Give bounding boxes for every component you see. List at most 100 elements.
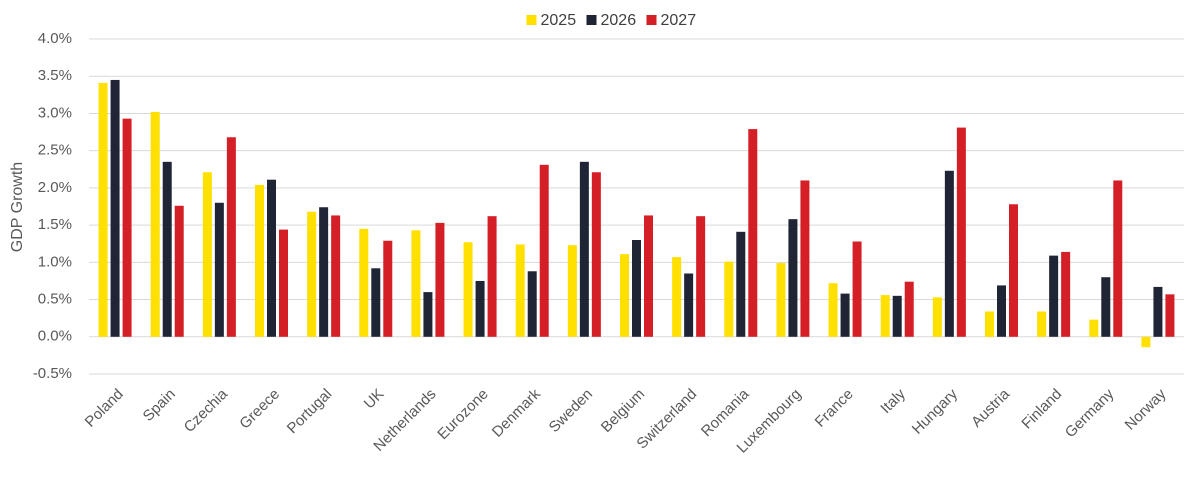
bar xyxy=(202,172,212,337)
bar xyxy=(162,161,172,337)
bar xyxy=(110,79,120,337)
x-tick-label: Denmark xyxy=(489,385,544,440)
bar xyxy=(620,254,629,337)
y-tick-label: 0.0% xyxy=(38,328,72,345)
bar xyxy=(788,219,798,337)
bar xyxy=(1061,251,1071,337)
bar xyxy=(776,263,786,337)
x-tick-label: Finland xyxy=(1018,386,1065,433)
bar xyxy=(696,216,706,337)
bar xyxy=(255,184,264,337)
legend-swatch xyxy=(646,15,657,25)
bar xyxy=(852,241,862,337)
y-tick-label: -0.5% xyxy=(33,365,72,382)
bar xyxy=(644,215,653,337)
bar xyxy=(932,297,942,337)
bar xyxy=(1049,255,1059,337)
y-tick-label: 0.5% xyxy=(38,291,72,308)
y-tick-label: 1.5% xyxy=(38,216,72,233)
x-tick-label: Belgium xyxy=(598,386,648,436)
bar xyxy=(956,127,966,337)
bar xyxy=(1101,277,1111,337)
bar xyxy=(985,311,994,337)
y-tick-label: 3.0% xyxy=(38,104,72,121)
bar xyxy=(1141,336,1151,348)
bar xyxy=(98,82,108,337)
bar xyxy=(724,261,734,337)
y-tick-label: 1.0% xyxy=(38,253,72,270)
bar xyxy=(1009,204,1018,337)
x-tick-label: Greece xyxy=(236,386,283,433)
x-tick-label: Romania xyxy=(698,385,753,440)
bar xyxy=(1113,180,1123,337)
bar xyxy=(840,293,850,337)
y-tick-label: 2.0% xyxy=(38,179,72,196)
bar xyxy=(150,111,160,337)
legend-label: 2025 xyxy=(541,12,577,29)
bar xyxy=(359,228,369,337)
bar xyxy=(423,292,433,337)
x-tick-label: Eurozone xyxy=(434,386,491,443)
bar xyxy=(267,179,276,337)
bar xyxy=(1089,319,1099,337)
bar xyxy=(684,273,694,337)
x-tick-label: Italy xyxy=(877,385,909,417)
bar xyxy=(487,216,497,337)
y-axis-title: GDP Growth xyxy=(9,162,26,252)
bar xyxy=(122,118,132,337)
x-tick-label: Austria xyxy=(968,385,1013,430)
legend-swatch xyxy=(526,15,537,25)
bar xyxy=(748,129,758,337)
bar xyxy=(579,161,589,337)
bar xyxy=(880,295,890,337)
bar xyxy=(1165,294,1175,337)
bar xyxy=(944,170,954,337)
bar xyxy=(567,245,577,337)
x-tick-label: Norway xyxy=(1122,385,1170,433)
bar xyxy=(632,240,641,337)
bar xyxy=(226,137,236,337)
bar xyxy=(904,281,914,337)
x-tick-label: Czechia xyxy=(181,385,232,436)
bar xyxy=(463,242,473,337)
legend-swatch xyxy=(586,15,597,25)
x-tick-label: Spain xyxy=(140,386,179,425)
bar xyxy=(736,231,746,337)
bar xyxy=(515,244,525,337)
bar xyxy=(435,222,445,337)
bar xyxy=(475,280,485,337)
bar xyxy=(319,207,329,337)
bar xyxy=(411,230,421,337)
bar xyxy=(371,268,381,337)
bar xyxy=(672,257,682,337)
bar xyxy=(527,271,537,337)
x-tick-label: Sweden xyxy=(546,386,596,436)
bar xyxy=(307,211,317,337)
x-tick-label: Portugal xyxy=(284,386,336,438)
x-tick-label: Hungary xyxy=(909,385,961,437)
x-tick-label: Poland xyxy=(82,386,127,431)
bar xyxy=(174,205,184,337)
bar xyxy=(892,295,902,337)
bar xyxy=(1037,311,1047,337)
bar xyxy=(1153,286,1163,337)
bar xyxy=(828,283,838,337)
bar xyxy=(800,180,810,337)
bar xyxy=(539,164,549,337)
legend-label: 2027 xyxy=(661,12,697,29)
bar xyxy=(331,215,341,337)
y-tick-label: 3.5% xyxy=(38,67,72,84)
y-tick-label: 4.0% xyxy=(38,30,72,47)
y-tick-label: 2.5% xyxy=(38,142,72,159)
x-tick-label: UK xyxy=(361,386,388,413)
x-tick-label: France xyxy=(812,386,857,431)
bar xyxy=(214,202,224,337)
bar xyxy=(591,172,601,337)
bar xyxy=(383,240,393,337)
legend-label: 2026 xyxy=(601,12,637,29)
bar xyxy=(997,285,1006,337)
bar xyxy=(279,229,288,337)
x-tick-label: Germany xyxy=(1062,385,1118,441)
